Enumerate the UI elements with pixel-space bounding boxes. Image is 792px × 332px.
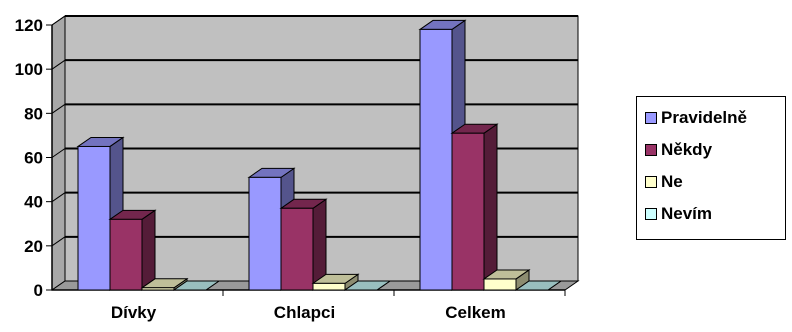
y-tick-label: 120 [15, 16, 43, 35]
bar-pravidelne [419, 28, 453, 291]
legend-item-ne: Ne [645, 171, 683, 193]
legend-swatch-nekdy [645, 144, 657, 156]
y-tick-label: 100 [15, 60, 43, 79]
y-tick-label: 60 [24, 149, 43, 168]
y-tick-label: 20 [24, 237, 43, 256]
bar-top-nevim [172, 280, 221, 291]
y-tick-label: 0 [34, 281, 43, 300]
legend-swatch-ne [645, 176, 657, 188]
gridline-side [51, 59, 66, 70]
bar-ne [483, 278, 517, 291]
gridline-side [51, 236, 66, 247]
bar-nekdy [109, 218, 143, 291]
x-tick-label: Celkem [445, 303, 505, 322]
x-tick-label: Dívky [111, 303, 157, 322]
gridline-side [51, 192, 66, 203]
gridline-side [51, 148, 66, 158]
bar-side-nekdy [483, 123, 498, 291]
gridline-side [51, 15, 66, 26]
x-tick-label: Chlapci [274, 303, 335, 322]
y-tick-label: 40 [24, 193, 43, 212]
legend-label-pravidelne: Pravidelně [661, 108, 747, 127]
bar-nekdy [280, 207, 314, 291]
legend-swatch-nevim [645, 208, 657, 220]
legend-item-nevim: Nevím [645, 203, 712, 225]
legend-label-ne: Ne [661, 172, 683, 191]
bar-top-nevim [343, 280, 392, 291]
bar-nekdy [451, 132, 485, 291]
bar-ne [141, 287, 175, 291]
legend-swatch-pravidelne [645, 112, 657, 124]
legend-item-nekdy: Někdy [645, 139, 712, 161]
legend-item-pravidelne: Pravidelně [645, 107, 747, 129]
bar-side-nekdy [141, 209, 156, 291]
legend: Pravidelně Někdy Ne Nevím [636, 96, 786, 240]
gridline-side [51, 103, 66, 114]
legend-label-nekdy: Někdy [661, 140, 713, 159]
bar-pravidelne [248, 176, 282, 291]
bar-pravidelne [77, 145, 111, 291]
legend-label-nevim: Nevím [661, 204, 713, 223]
bar-top-nevim [514, 280, 563, 291]
bar-ne [312, 282, 346, 291]
y-tick-label: 80 [24, 104, 43, 123]
